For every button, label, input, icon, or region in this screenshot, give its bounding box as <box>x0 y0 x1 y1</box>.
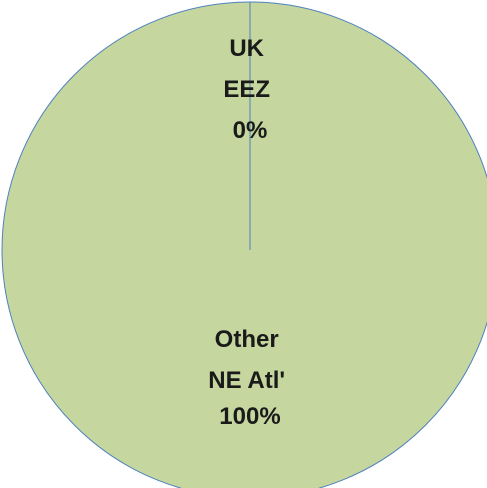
label-line-uk: UK <box>229 35 264 62</box>
slice-label-uk-eez: UK EEZ 0% <box>223 35 276 144</box>
slice-label-other-ne-atl: Other NE Atl' 100% <box>208 326 292 430</box>
label-line-other-percent: 100% <box>219 403 280 430</box>
label-line-other: Other <box>215 326 279 353</box>
label-line-eez: EEZ <box>223 76 270 103</box>
label-line-ne-atl: NE Atl' <box>208 367 285 394</box>
label-line-uk-percent: 0% <box>233 117 268 144</box>
